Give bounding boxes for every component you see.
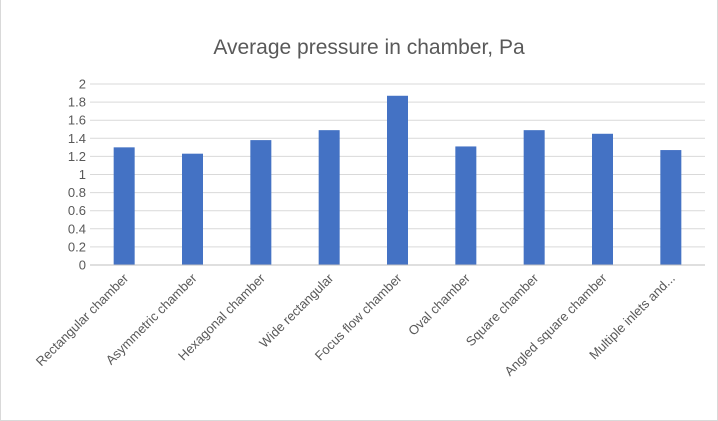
y-tick-label: 1.4 [68,131,86,146]
x-tick-label: Square chamber [463,270,542,349]
y-tick-label: 0.6 [68,203,86,218]
y-tick-label: 1.8 [68,95,86,110]
y-tick-label: 0.2 [68,239,86,254]
y-tick-label: 2 [79,77,86,92]
bar [592,133,613,265]
bar [523,130,545,265]
bar [113,147,135,265]
y-tick-label: 0.4 [68,221,86,236]
bars [113,95,682,265]
y-axis-ticks: 0 0.2 0.4 0.6 0.8 1 1.2 1.4 1.6 1.8 2 [68,77,86,273]
y-tick-label: 0 [79,258,86,273]
bar [660,150,682,265]
x-tick-label: Oval chamber [405,270,473,338]
y-tick-label: 1.6 [68,113,86,128]
y-tick-label: 0.8 [68,185,86,200]
bar [250,140,272,265]
bar [387,95,408,265]
y-tick-label: 1.2 [68,149,86,164]
y-tick-label: 1 [79,167,86,182]
bar [182,153,203,265]
bar [455,146,477,265]
chart-title: Average pressure in chamber, Pa [213,36,525,59]
bar [318,130,340,265]
